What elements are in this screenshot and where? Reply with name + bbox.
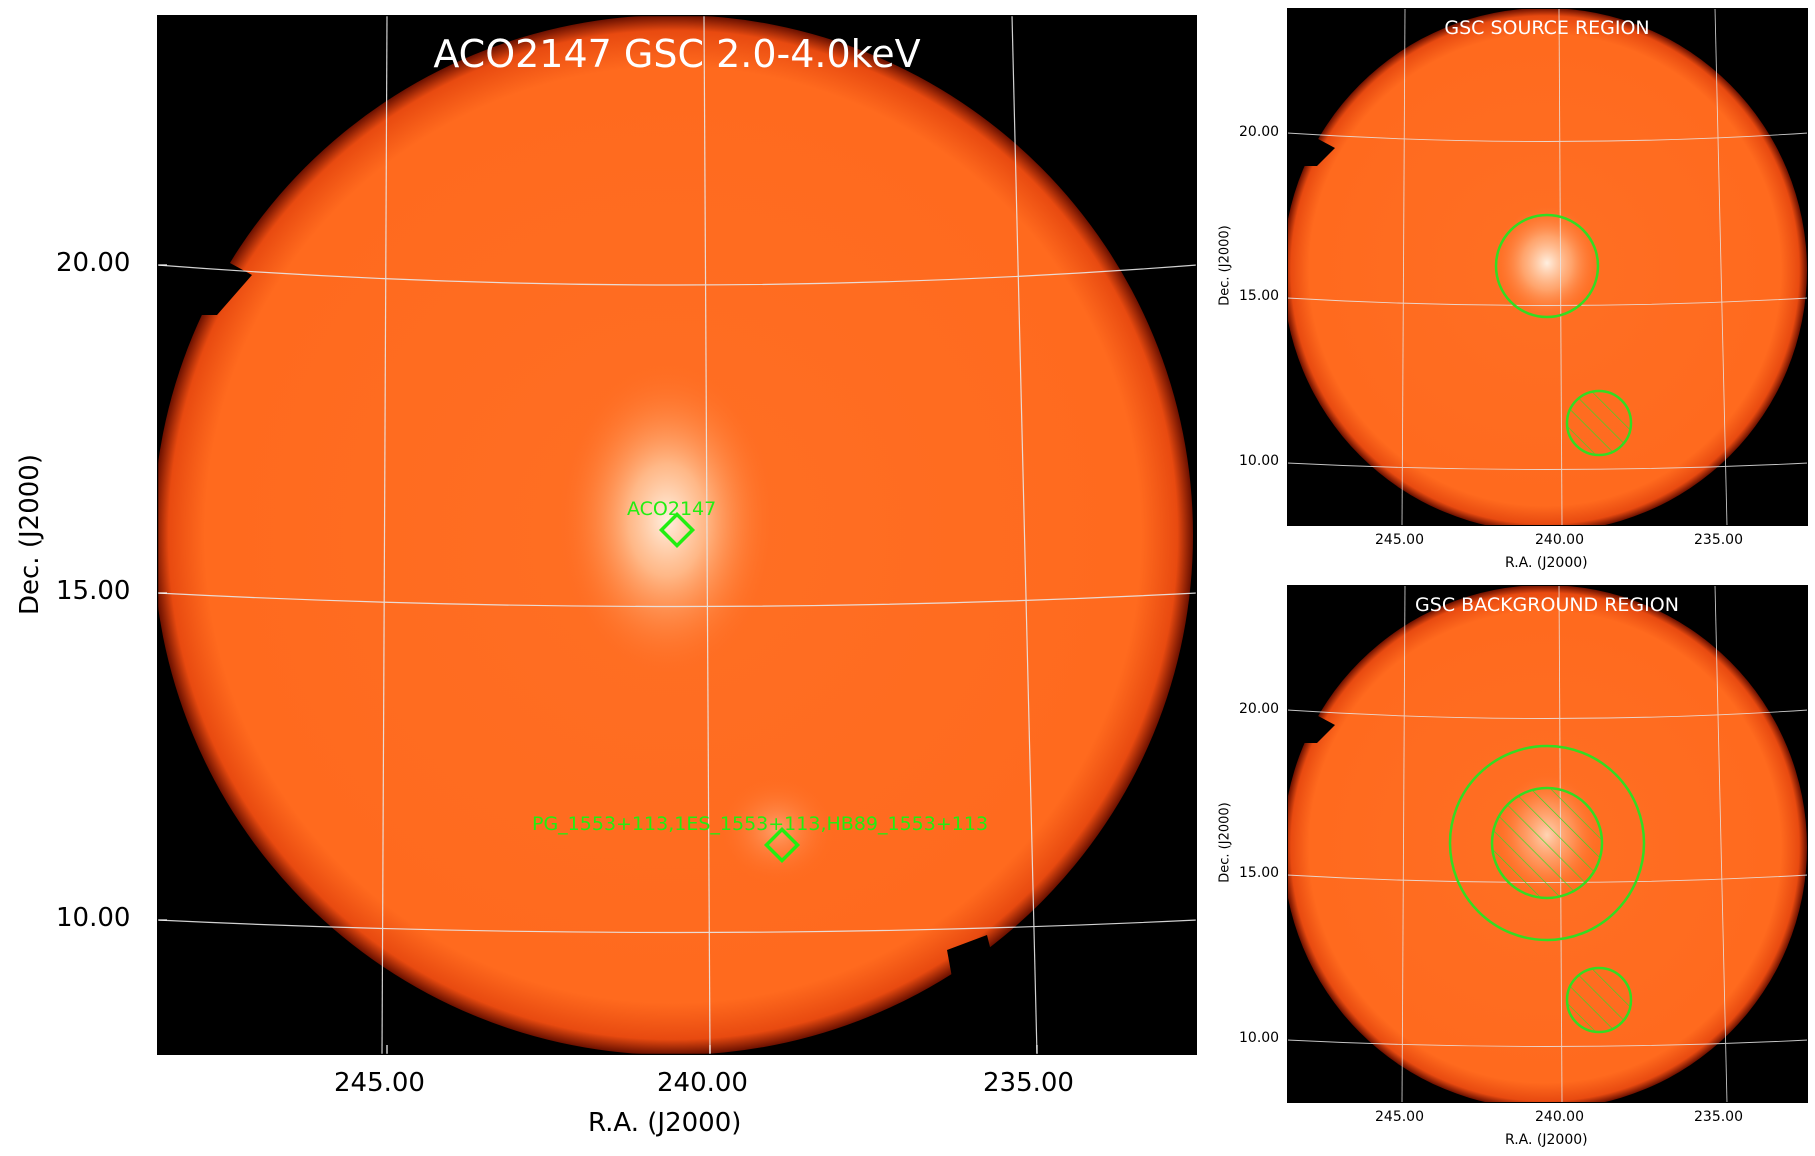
source-ytick-15: 15.00 bbox=[1239, 288, 1280, 304]
source-panel: GSC SOURCE REGION bbox=[1287, 8, 1808, 526]
background-frame bbox=[1287, 585, 1808, 1103]
main-ytick-15: 15.00 bbox=[56, 576, 131, 606]
main-xtick-235: 235.00 bbox=[983, 1068, 1074, 1098]
background-xtick-245: 245.00 bbox=[1375, 1109, 1424, 1125]
aco2147-marker bbox=[658, 511, 696, 549]
source-ytick-20: 20.00 bbox=[1239, 124, 1280, 140]
source-ylabel: Dec. (J2000) bbox=[1217, 225, 1233, 306]
blazar-emission bbox=[717, 775, 837, 885]
field-notch-left bbox=[177, 245, 252, 315]
background-ytick-20: 20.00 bbox=[1239, 701, 1280, 717]
background-coordinate-grid bbox=[1287, 585, 1808, 1103]
background-blazar-exclusion-circle bbox=[1565, 966, 1633, 1034]
source-xtick-245: 245.00 bbox=[1375, 532, 1424, 548]
background-image: GSC BACKGROUND REGION bbox=[1287, 585, 1808, 1103]
blazar-label: PG_1553+113,1ES_1553+113,HB89_1553+113 bbox=[532, 813, 988, 835]
source-field-notch bbox=[1295, 133, 1335, 166]
source-image: GSC SOURCE REGION bbox=[1287, 8, 1808, 526]
background-annulus-inner bbox=[1490, 786, 1604, 900]
coordinate-grid bbox=[157, 15, 1197, 1055]
field-notch-right bbox=[947, 935, 997, 1005]
blazar-exclusion-circle bbox=[1565, 389, 1633, 457]
source-panel-title: GSC SOURCE REGION bbox=[1444, 17, 1649, 39]
background-panel: GSC BACKGROUND REGION bbox=[1287, 585, 1808, 1103]
aco2147-label: ACO2147 bbox=[627, 498, 716, 520]
main-xlabel: R.A. (J2000) bbox=[588, 1108, 742, 1138]
main-ylabel: Dec. (J2000) bbox=[15, 454, 45, 615]
main-xtick-245: 245.00 bbox=[334, 1068, 425, 1098]
main-ytick-10: 10.00 bbox=[56, 903, 131, 933]
cluster-emission bbox=[557, 360, 777, 680]
source-xtick-240: 240.00 bbox=[1535, 532, 1584, 548]
background-ytick-15: 15.00 bbox=[1239, 865, 1280, 881]
main-title: ACO2147 GSC 2.0-4.0keV bbox=[433, 32, 920, 76]
main-ytick-20: 20.00 bbox=[56, 248, 131, 278]
background-field-notch bbox=[1295, 710, 1335, 743]
main-image: ACO2147 PG_1553+113,1ES_1553+113,HB89_15… bbox=[156, 14, 1198, 1056]
background-xtick-235: 235.00 bbox=[1694, 1109, 1743, 1125]
source-frame bbox=[1287, 8, 1808, 526]
main-frame bbox=[156, 14, 1198, 1056]
source-coordinate-grid bbox=[1287, 8, 1808, 526]
source-ytick-10: 10.00 bbox=[1239, 453, 1280, 469]
frame-ticks bbox=[157, 264, 1038, 1055]
background-panel-title: GSC BACKGROUND REGION bbox=[1415, 594, 1679, 616]
background-annulus-outer bbox=[1448, 744, 1646, 942]
background-xtick-240: 240.00 bbox=[1535, 1109, 1584, 1125]
source-cluster-emission bbox=[1492, 203, 1602, 323]
blazar-marker bbox=[763, 826, 801, 864]
main-panel: ACO2147 PG_1553+113,1ES_1553+113,HB89_15… bbox=[156, 14, 1198, 1056]
background-ytick-10: 10.00 bbox=[1239, 1030, 1280, 1046]
background-xlabel: R.A. (J2000) bbox=[1505, 1132, 1588, 1148]
source-xlabel: R.A. (J2000) bbox=[1505, 555, 1588, 571]
background-ylabel: Dec. (J2000) bbox=[1217, 802, 1233, 883]
source-xtick-235: 235.00 bbox=[1694, 532, 1743, 548]
main-xtick-240: 240.00 bbox=[657, 1068, 748, 1098]
source-region-circle bbox=[1494, 213, 1600, 319]
